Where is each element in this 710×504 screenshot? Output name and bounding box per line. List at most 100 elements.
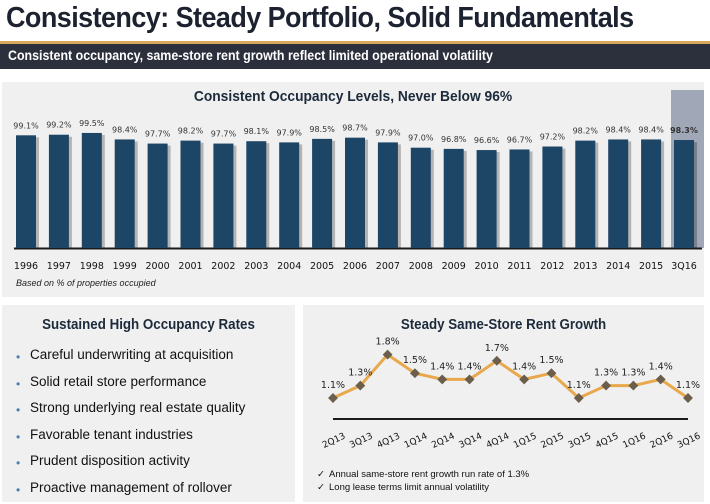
bar-2013 <box>575 141 595 248</box>
x-tick-label: 2006 <box>343 261 367 272</box>
x-tick-label: 3Q16 <box>671 261 697 272</box>
x-tick-label: 2Q14 <box>430 431 456 450</box>
bar-value-label: 96.7% <box>507 135 533 144</box>
data-point-2Q13 <box>328 393 338 403</box>
bar-2000 <box>148 144 168 248</box>
x-tick-label: 2003 <box>244 261 268 272</box>
x-tick-label: 2014 <box>606 261 630 272</box>
bar-2007 <box>378 142 398 248</box>
bar-value-label: 97.7% <box>211 130 237 139</box>
bullet-icon: • <box>16 453 20 473</box>
bullet-text: Solid retail store performance <box>30 374 206 389</box>
point-value-label: 1.4% <box>512 361 536 372</box>
bar-2005 <box>312 139 332 248</box>
occupancy-rates-title: Sustained High Occupancy Rates <box>14 317 284 333</box>
bar-value-label: 98.3% <box>670 126 698 135</box>
bullet-icon: • <box>16 347 20 367</box>
bar-1996 <box>16 135 36 248</box>
x-tick-label: 2Q15 <box>540 432 566 451</box>
bar-2009 <box>444 149 464 248</box>
point-value-label: 1.1% <box>567 380 591 391</box>
x-tick-label: 2013 <box>573 261 597 272</box>
bar-2004 <box>279 142 299 248</box>
x-tick-label: 4Q15 <box>594 432 620 451</box>
bar-value-label: 97.0% <box>408 134 434 143</box>
bar-value-label: 97.7% <box>145 130 171 139</box>
x-tick-label: 3Q15 <box>567 432 593 451</box>
x-tick-label: 4Q13 <box>376 432 402 451</box>
bar-2010 <box>477 150 497 248</box>
bar-value-label: 99.2% <box>46 121 72 130</box>
check-item: ✓Long lease terms limit annual volatilit… <box>317 481 529 494</box>
bullet-item: •Proactive management of rollover <box>14 478 245 504</box>
x-tick-label: 2012 <box>540 261 564 272</box>
bullet-icon: • <box>16 374 20 394</box>
bar-value-label: 98.5% <box>309 125 335 134</box>
bar-2008 <box>411 148 431 248</box>
bar-3Q16 <box>674 140 694 248</box>
x-tick-label: 3Q14 <box>458 431 484 450</box>
bar-2002 <box>213 144 233 248</box>
bullet-item: •Strong underlying real estate quality <box>14 398 245 425</box>
bar-value-label: 98.1% <box>244 127 270 136</box>
bar-2003 <box>246 141 266 248</box>
x-tick-label: 2Q16 <box>649 431 675 450</box>
bullet-text: Proactive management of rollover <box>30 480 232 495</box>
x-tick-label: 1Q16 <box>621 431 647 450</box>
bar-value-label: 99.5% <box>79 119 105 128</box>
page-title: Consistency: Steady Portfolio, Solid Fun… <box>6 2 634 40</box>
bullet-text: Favorable tenant industries <box>30 427 193 442</box>
x-tick-label: 2008 <box>409 261 433 272</box>
bar-value-label: 96.6% <box>474 136 500 145</box>
bar-value-label: 97.2% <box>540 133 566 142</box>
bar-value-label: 97.9% <box>375 128 401 137</box>
subtitle-bar: Consistent occupancy, same-store rent gr… <box>0 41 710 69</box>
point-value-label: 1.8% <box>376 337 400 348</box>
x-tick-label: 2010 <box>475 261 499 272</box>
point-value-label: 1.1% <box>676 380 700 391</box>
check-text: Long lease terms limit annual volatility <box>329 482 489 493</box>
point-value-label: 1.4% <box>430 361 454 372</box>
bar-2011 <box>510 149 530 248</box>
bar-2015 <box>641 139 661 248</box>
rent-growth-notes: ✓Annual same-store rent growth run rate … <box>317 468 529 494</box>
bullet-text: Prudent disposition activity <box>30 453 190 468</box>
bullet-item: •Favorable tenant industries <box>14 425 245 452</box>
bar-2014 <box>608 139 628 248</box>
occupancy-bar-chart: 99.1%199699.2%199799.5%199898.4%199997.7… <box>2 82 704 297</box>
bar-value-label: 98.4% <box>638 125 664 134</box>
check-icon: ✓ <box>317 468 329 481</box>
bar-value-label: 98.4% <box>112 125 138 134</box>
point-value-label: 1.4% <box>649 361 673 372</box>
x-tick-label: 3Q16 <box>676 431 702 450</box>
x-tick-label: 2002 <box>211 261 235 272</box>
point-value-label: 1.5% <box>403 355 427 366</box>
bar-value-label: 98.7% <box>342 124 368 133</box>
bar-1997 <box>49 135 69 248</box>
bar-1999 <box>115 139 135 248</box>
x-tick-label: 2015 <box>639 261 663 272</box>
occupancy-footnote: Based on % of properties occupied <box>16 278 156 288</box>
bullet-item: •Careful underwriting at acquisition <box>14 345 245 372</box>
x-tick-label: 2004 <box>277 261 301 272</box>
x-tick-label: 1Q14 <box>403 431 429 450</box>
bar-2001 <box>181 141 201 248</box>
bar-value-label: 99.1% <box>13 121 39 130</box>
x-tick-label: 2Q13 <box>321 432 347 451</box>
bar-2006 <box>345 138 365 248</box>
bar-value-label: 98.4% <box>605 125 631 134</box>
subtitle-text: Consistent occupancy, same-store rent gr… <box>8 48 493 63</box>
point-value-label: 1.3% <box>348 368 372 379</box>
x-tick-label: 4Q14 <box>485 431 511 450</box>
point-value-label: 1.4% <box>457 361 481 372</box>
x-tick-label: 2009 <box>442 261 466 272</box>
x-tick-label: 1Q15 <box>512 432 538 451</box>
bar-value-label: 97.9% <box>276 128 302 137</box>
point-value-label: 1.1% <box>321 380 345 391</box>
rent-growth-title: Steady Same-Store Rent Growth <box>319 317 688 333</box>
x-tick-label: 2005 <box>310 261 334 272</box>
data-point-4Q15 <box>601 381 611 391</box>
point-value-label: 1.5% <box>539 355 563 366</box>
x-tick-label: 2001 <box>178 261 202 272</box>
